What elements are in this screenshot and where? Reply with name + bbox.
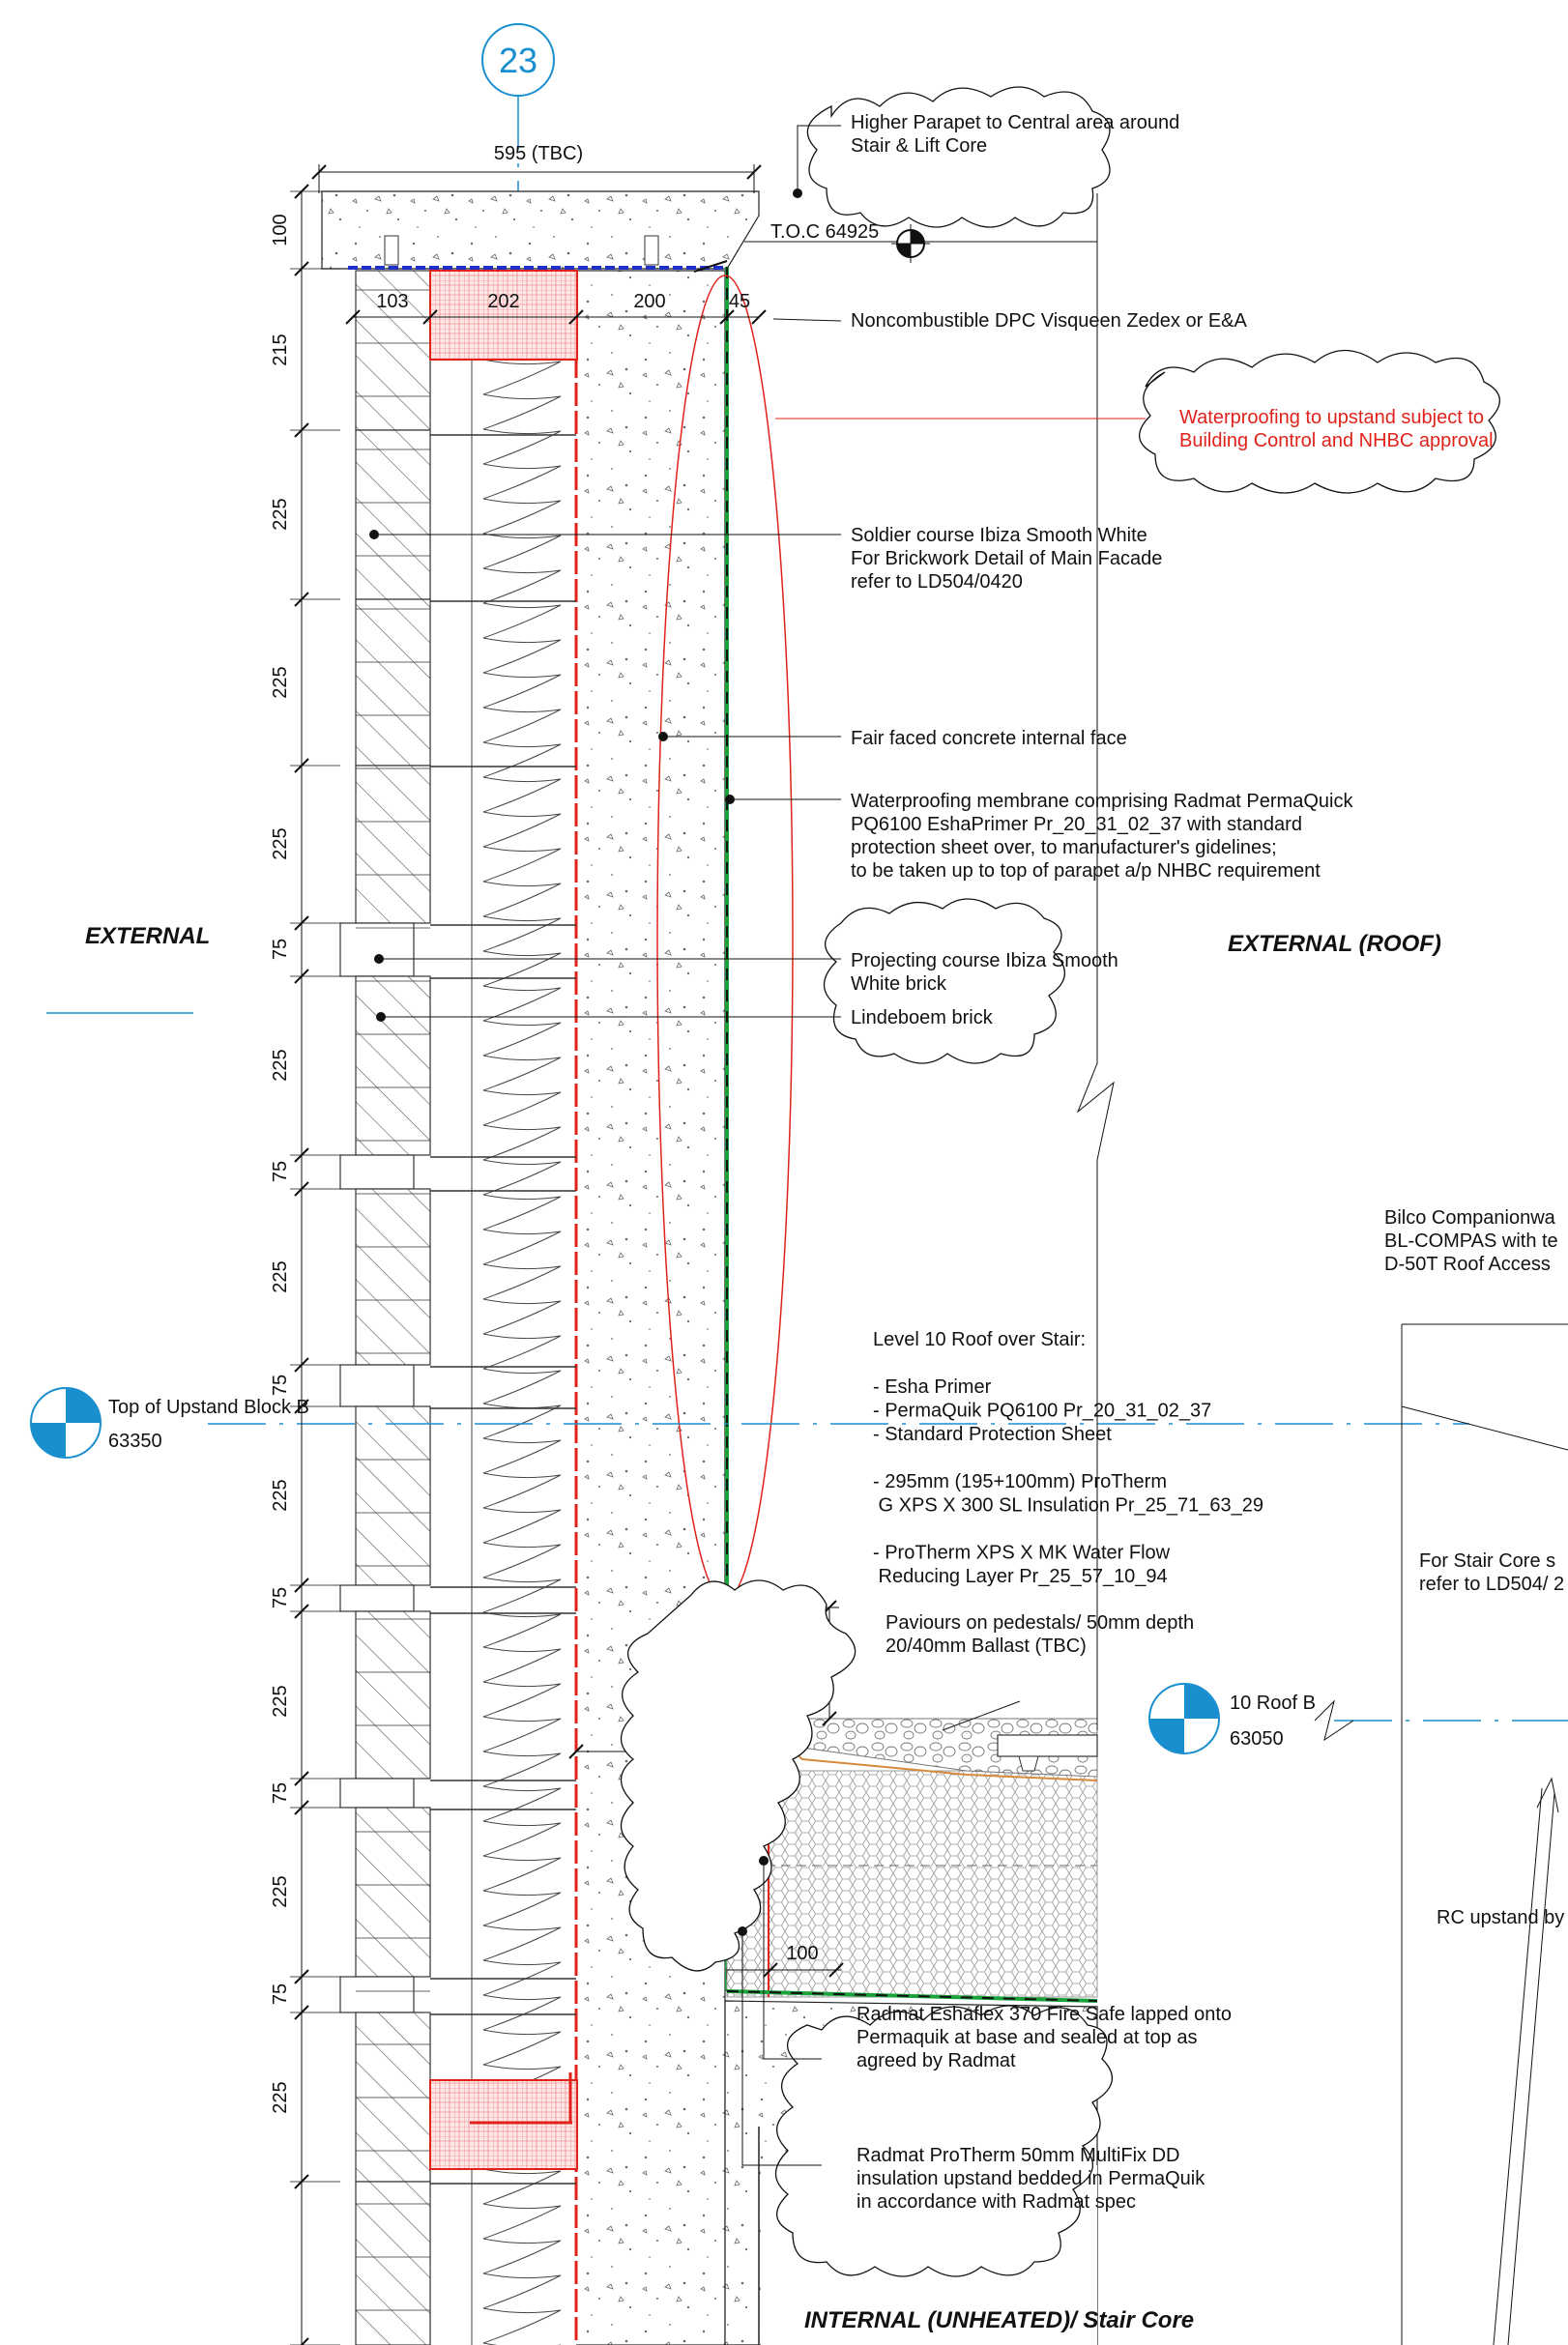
zone-internal: INTERNAL (UNHEATED)/ Stair Core	[804, 2307, 1194, 2333]
brick-course	[339, 1584, 415, 1612]
note-stair_core: For Stair Core s refer to LD504/ 2	[1419, 1550, 1564, 1595]
note-eshaflex: Radmat Eshaflex 370 Fire Safe lapped ont…	[857, 2004, 1232, 2071]
note-fairfaced: Fair faced concrete internal face	[851, 728, 1127, 749]
dim-vertical-label: 225	[270, 2081, 291, 2113]
cloud-bricks	[823, 898, 1065, 1064]
coping-bracket-right	[644, 235, 659, 266]
note-roof_buildup: Level 10 Roof over Stair: - Esha Primer -…	[873, 1329, 1263, 1587]
cloud-radmat	[774, 2005, 1114, 2277]
dim-vertical-label: 215	[270, 333, 291, 365]
note-rc_upstand: RC upstand by	[1437, 1907, 1564, 1928]
dim-200-top: 200	[633, 291, 665, 312]
note-projecting: Projecting course Ibiza Smooth White bric…	[851, 950, 1118, 995]
dim-vertical-label: 75	[270, 1983, 291, 2005]
note-paviours: Paviours on pedestals/ 50mm depth 20/40mm…	[886, 1612, 1194, 1657]
dim-tick	[300, 2337, 309, 2345]
roof-level-marker: 10 Roof B 63050	[1148, 1683, 1316, 1754]
pedestal	[1018, 1755, 1039, 1772]
cavity-barrier-top	[429, 270, 578, 361]
grid-label: 23	[499, 41, 537, 80]
brick-course	[339, 922, 415, 977]
cloud-red-approval	[1139, 350, 1500, 494]
toc-marker: T.O.C 64925	[770, 221, 930, 263]
dim-vertical-label: 75	[270, 1587, 291, 1608]
break-symbol-upper	[1076, 1049, 1115, 1730]
note-membrane: Waterproofing membrane comprising Radmat…	[851, 791, 1353, 882]
dim-45: 45	[729, 291, 750, 312]
upstand-level-label: Top of Upstand Block B	[108, 1397, 309, 1418]
brick-course	[355, 2181, 431, 2345]
zone-external: EXTERNAL	[85, 923, 210, 949]
cloud-paviours	[620, 1579, 857, 1972]
concrete-upstand-wall	[574, 270, 726, 2345]
note-parapet: Higher Parapet to Central area around Sta…	[851, 112, 1179, 157]
note-multifix: Radmat ProTherm 50mm MultiFix DD insulati…	[857, 2145, 1205, 2213]
dim-202: 202	[487, 291, 519, 312]
brick-course	[355, 429, 431, 600]
toc-label: T.O.C 64925	[770, 221, 879, 243]
dim-top-width: 595 (TBC)	[494, 143, 583, 164]
brick-course	[355, 765, 431, 924]
roof-level-label: 10 Roof B	[1230, 1693, 1316, 1714]
dim-vertical-label: 100	[270, 214, 291, 246]
brick-course	[355, 975, 431, 1156]
brick-course	[339, 1976, 415, 2013]
vertical-dimension-chain: 100 215 225 225 225 75 225 75 225 75 225 75 225 75 225…	[270, 184, 340, 2345]
dim-vertical-label: 225	[270, 1260, 291, 1292]
note-waterproof_red: Waterproofing to upstand subject to Build…	[1179, 407, 1494, 451]
brick-outer-leaf	[339, 270, 576, 2345]
dim-vertical-label: 75	[270, 1375, 291, 1396]
dim-100-group: 100	[727, 1943, 844, 1978]
brick-course	[339, 1778, 415, 1809]
note-lindeboem: Lindeboem brick	[851, 1007, 994, 1028]
dim-vertical-label: 225	[270, 1685, 291, 1717]
leader-dots	[369, 188, 802, 1936]
skylight-slope	[1401, 1405, 1568, 1451]
brick-course	[355, 1405, 431, 1586]
access-ladder	[1493, 1777, 1559, 2345]
note-soldier: Soldier course Ibiza Smooth White For Bri…	[851, 525, 1162, 593]
brick-course	[355, 1610, 431, 1780]
brick-course	[355, 2012, 431, 2183]
dim-vertical-label: 225	[270, 1479, 291, 1511]
brick-course	[355, 598, 431, 767]
brick-course	[355, 1807, 431, 1978]
paving-slab	[997, 1734, 1098, 1757]
membrane-flashing	[693, 260, 728, 273]
zone-external-roof: EXTERNAL (ROOF)	[1228, 931, 1441, 957]
dim-vertical-label: 225	[270, 827, 291, 859]
dim-vertical-label: 225	[270, 1049, 291, 1081]
dim-vertical-label: 75	[270, 1161, 291, 1182]
roof-membrane-dash	[726, 1990, 1098, 2002]
brick-course	[339, 1364, 415, 1407]
note-bilco: Bilco Companionwa BL-COMPAS with te D-50T …	[1384, 1207, 1558, 1275]
top-dimension: 595 (TBC)	[311, 143, 762, 193]
brick-course	[355, 1188, 431, 1366]
cloud-parapet	[806, 86, 1111, 228]
break-symbol-right	[1314, 1699, 1354, 1742]
dim-100: 100	[786, 1943, 818, 1964]
brick-course	[339, 1154, 415, 1190]
upstand-level-value: 63350	[108, 1431, 162, 1452]
leaders	[374, 125, 1021, 2166]
dim-vertical-label: 75	[270, 939, 291, 960]
note-dpc: Noncombustible DPC Visqueen Zedex or E&A	[851, 310, 1248, 332]
cavity-barrier-bottom	[429, 2079, 578, 2170]
dim-vertical-label: 75	[270, 1782, 291, 1804]
annotation-notes: Higher Parapet to Central area around Sta…	[851, 112, 1564, 2213]
roof-level-value: 63050	[1230, 1728, 1284, 1750]
dim-vertical-label: 225	[270, 1875, 291, 1907]
dim-vertical-label: 225	[270, 666, 291, 698]
upstand-level-marker: Top of Upstand Block B 63350	[30, 1387, 309, 1459]
dim-vertical-label: 225	[270, 498, 291, 530]
wall-dimensions: 103 202 200 45	[345, 291, 767, 325]
coping-bracket-left	[384, 235, 399, 266]
dim-103: 103	[376, 291, 408, 312]
